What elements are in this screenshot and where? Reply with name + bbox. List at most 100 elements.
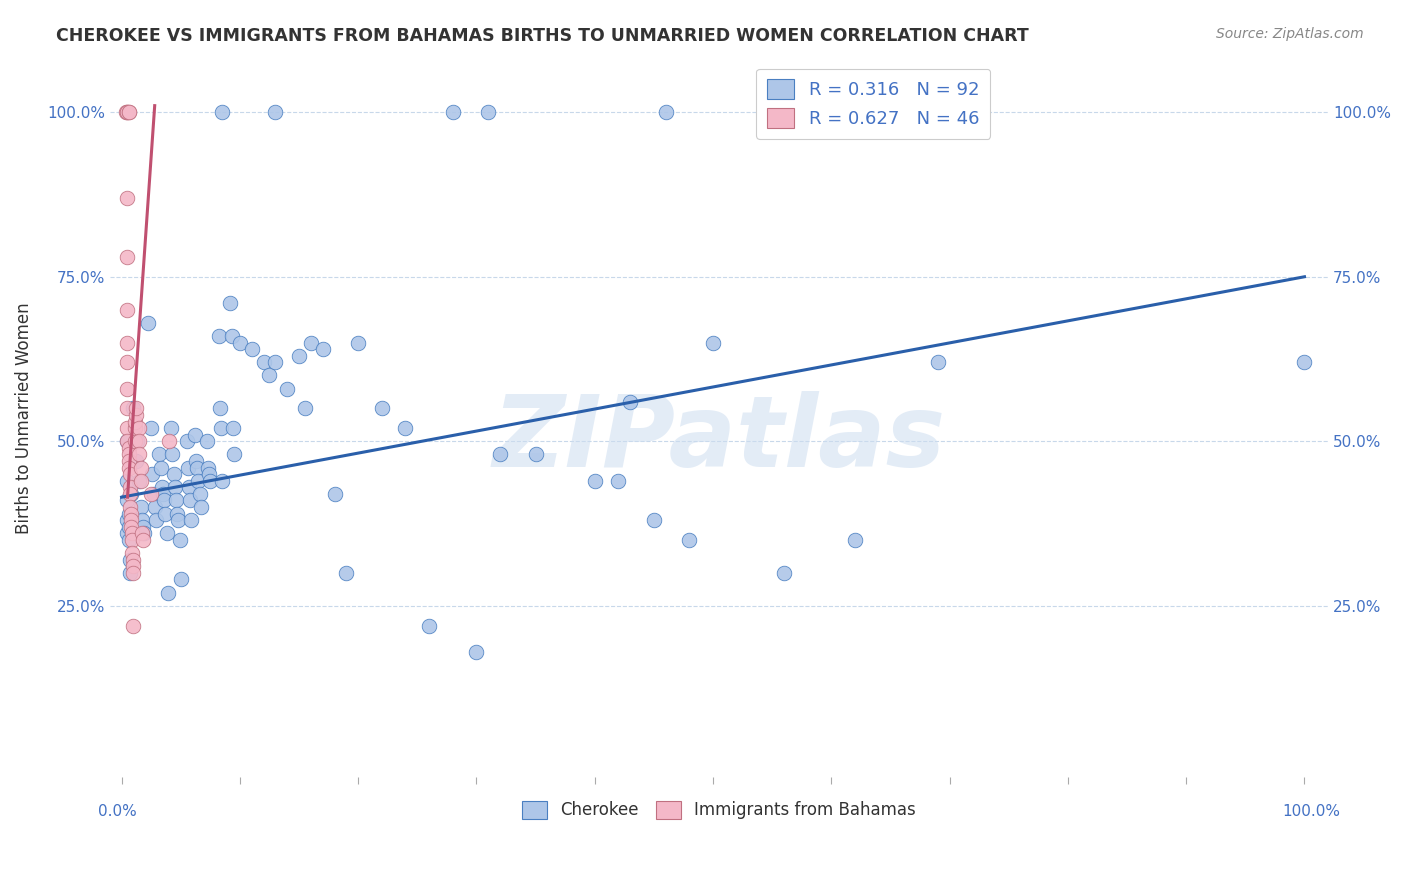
Point [190, 500, 212, 514]
Point [288, 349, 311, 363]
Point [186, 460, 208, 475]
Text: 100.0%: 100.0% [1282, 805, 1340, 820]
Point [222, 421, 245, 435]
Point [176, 434, 198, 449]
Point [148, 447, 170, 461]
Point [441, 105, 464, 120]
Point [702, 335, 724, 350]
Point [145, 513, 167, 527]
Point [489, 447, 512, 461]
Text: Source: ZipAtlas.com: Source: ZipAtlas.com [1216, 27, 1364, 41]
Point [118, 467, 141, 482]
Point [129, 474, 152, 488]
Point [149, 460, 172, 475]
Point [131, 513, 153, 527]
Point [311, 342, 333, 356]
Point [118, 487, 141, 501]
Point [121, 526, 143, 541]
Point [654, 105, 676, 120]
Point [132, 520, 155, 534]
Point [209, 421, 232, 435]
Point [143, 500, 166, 514]
Point [177, 480, 200, 494]
Point [152, 487, 174, 501]
Point [678, 533, 700, 547]
Point [150, 480, 173, 494]
Point [208, 401, 231, 416]
Point [162, 447, 184, 461]
Point [118, 520, 141, 534]
Point [121, 546, 143, 560]
Point [118, 105, 141, 120]
Point [160, 421, 183, 435]
Point [122, 401, 145, 416]
Point [117, 105, 139, 120]
Point [177, 460, 200, 475]
Point [240, 342, 263, 356]
Point [117, 250, 139, 264]
Point [117, 401, 139, 416]
Point [120, 487, 142, 501]
Point [122, 552, 145, 566]
Point [195, 434, 218, 449]
Text: CHEROKEE VS IMMIGRANTS FROM BAHAMAS BIRTHS TO UNMARRIED WOMEN CORRELATION CHART: CHEROKEE VS IMMIGRANTS FROM BAHAMAS BIRT… [56, 27, 1029, 45]
Point [163, 480, 186, 494]
Point [207, 329, 229, 343]
Point [180, 513, 202, 527]
Point [188, 487, 211, 501]
Point [198, 467, 221, 482]
Point [125, 454, 148, 468]
Point [264, 355, 287, 369]
Point [141, 487, 163, 501]
Point [117, 355, 139, 369]
Point [124, 434, 146, 449]
Point [118, 552, 141, 566]
Point [465, 645, 488, 659]
Point [221, 329, 243, 343]
Point [162, 467, 184, 482]
Point [157, 434, 180, 449]
Point [117, 105, 139, 120]
Point [418, 618, 440, 632]
Point [259, 368, 281, 383]
Point [118, 507, 141, 521]
Point [142, 487, 165, 501]
Point [184, 427, 207, 442]
Point [117, 382, 139, 396]
Point [583, 474, 606, 488]
Point [371, 401, 394, 416]
Point [607, 474, 630, 488]
Point [155, 507, 177, 521]
Point [117, 526, 139, 541]
Point [524, 447, 547, 461]
Point [347, 335, 370, 350]
Point [773, 566, 796, 580]
Point [124, 421, 146, 435]
Point [120, 513, 142, 527]
Point [118, 460, 141, 475]
Point [211, 105, 233, 120]
Point [129, 500, 152, 514]
Point [264, 105, 287, 120]
Point [179, 493, 201, 508]
Point [155, 526, 177, 541]
Point [132, 526, 155, 541]
Point [128, 447, 150, 461]
Point [118, 105, 141, 120]
Point [120, 507, 142, 521]
Point [141, 467, 163, 482]
Point [252, 355, 274, 369]
Point [619, 394, 641, 409]
Point [335, 566, 357, 580]
Point [643, 513, 665, 527]
Point [276, 382, 298, 396]
Point [122, 559, 145, 574]
Point [118, 480, 141, 494]
Point [187, 474, 209, 488]
Point [1294, 355, 1316, 369]
Point [117, 302, 139, 317]
Point [477, 105, 499, 120]
Point [200, 474, 222, 488]
Point [117, 335, 139, 350]
Point [166, 507, 188, 521]
